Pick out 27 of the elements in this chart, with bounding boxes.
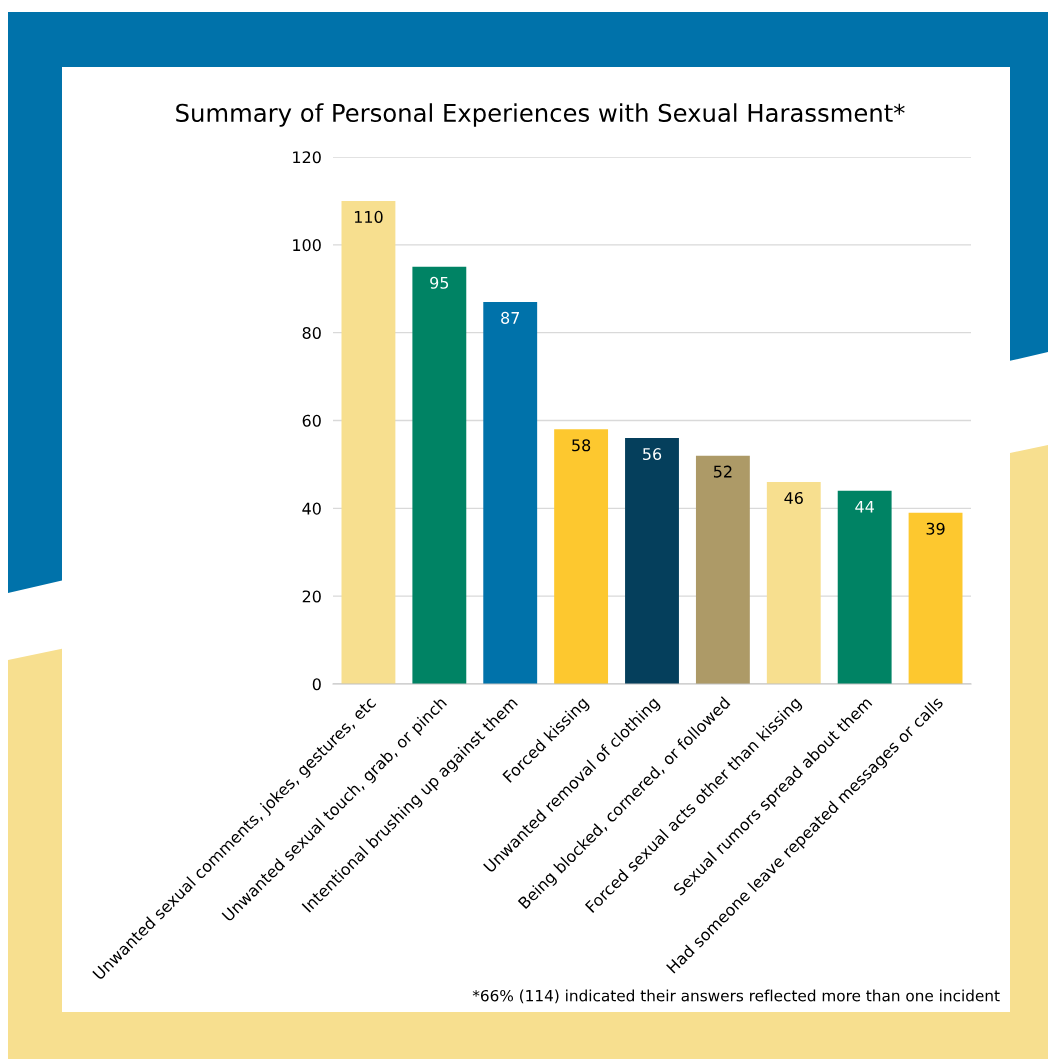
bar xyxy=(766,481,821,684)
y-tick-label: 20 xyxy=(302,590,321,603)
y-tick-label: 40 xyxy=(302,502,321,515)
text: *66% (114) indicated their answers reflected more than one incident xyxy=(472,989,1000,1004)
bar xyxy=(908,512,963,684)
bar xyxy=(837,490,892,684)
bar xyxy=(412,266,467,684)
y-tick-label: 100 xyxy=(293,239,321,252)
bar xyxy=(695,455,750,684)
bar xyxy=(625,438,679,684)
data-label: 110 xyxy=(354,210,383,223)
y-tick-label: 120 xyxy=(293,151,321,164)
data-label: 44 xyxy=(855,500,874,513)
bar xyxy=(554,429,609,684)
data-label: 52 xyxy=(713,465,732,478)
y-tick-label: 60 xyxy=(302,414,321,427)
data-label: 56 xyxy=(643,448,662,461)
y-tick-label: 80 xyxy=(302,326,321,339)
bar xyxy=(341,200,396,684)
data-label: 87 xyxy=(501,311,520,324)
chart-title: Summary of Personal Experiences with Sexual Harassment* xyxy=(176,103,905,127)
bar xyxy=(483,301,538,684)
data-label: 95 xyxy=(430,276,449,289)
data-label: 46 xyxy=(784,491,803,505)
y-tick-label: 0 xyxy=(312,678,321,691)
data-label: 39 xyxy=(926,522,945,535)
data-label: 58 xyxy=(572,439,591,452)
